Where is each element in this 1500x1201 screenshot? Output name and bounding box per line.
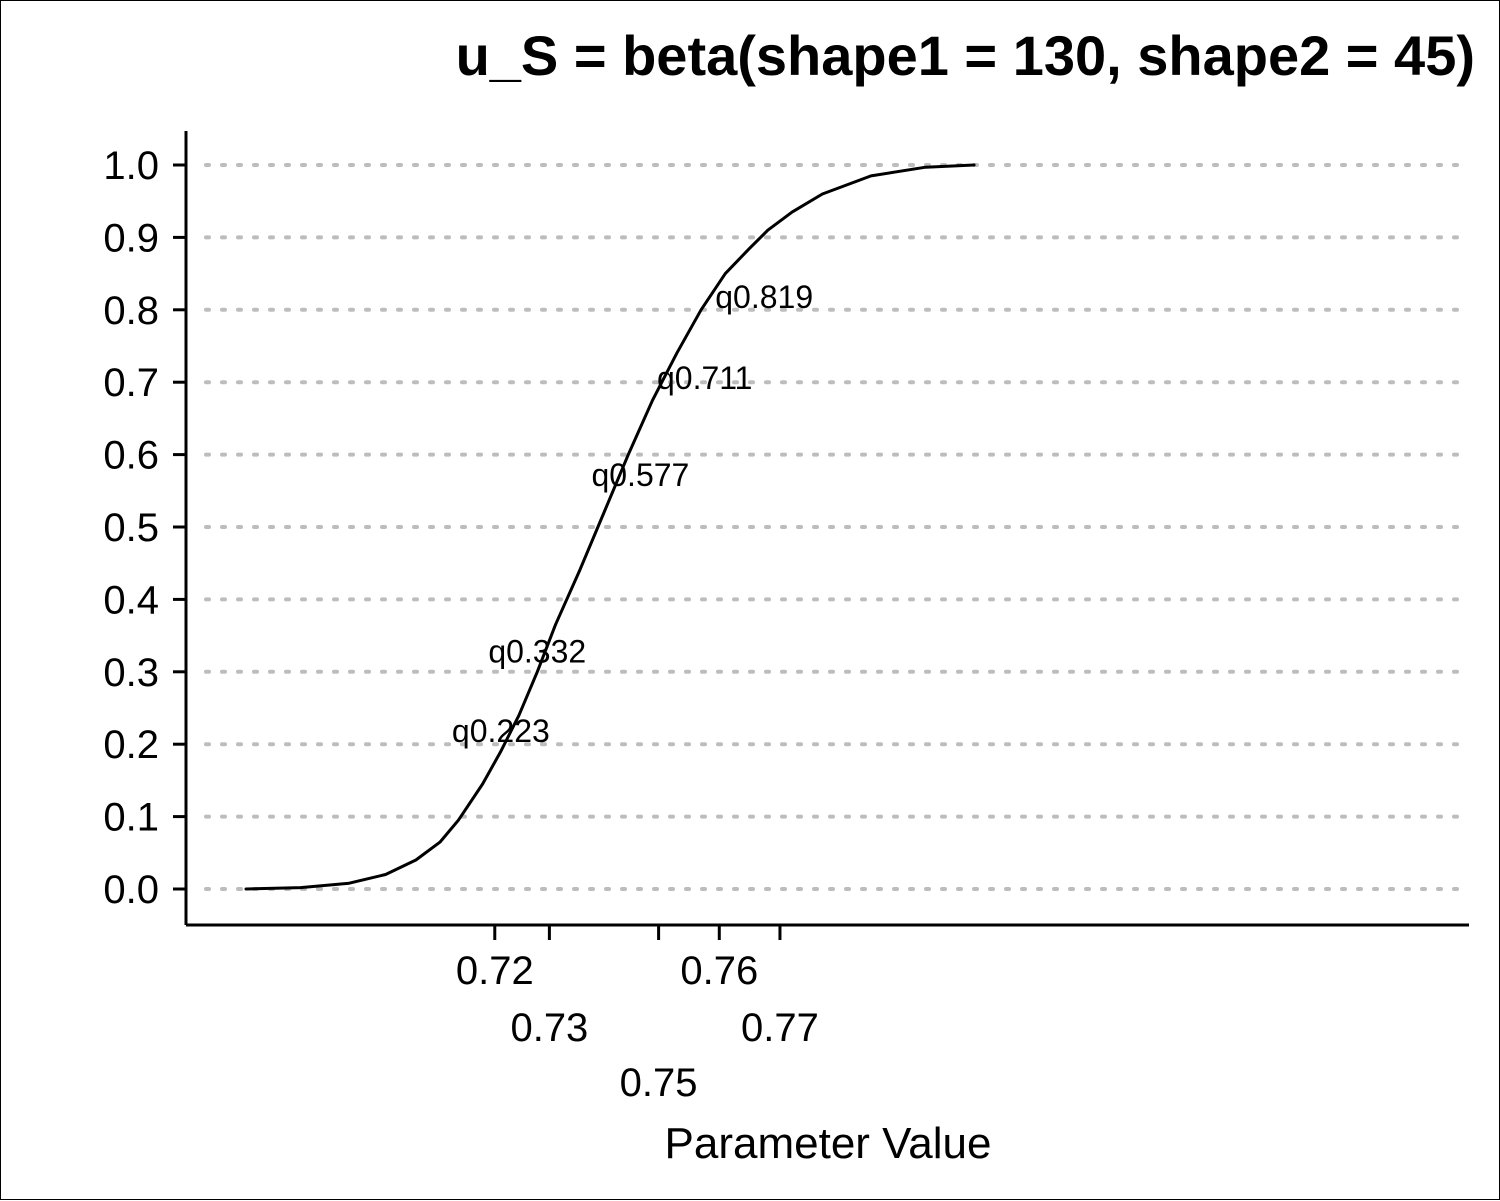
quantile-annotation: q0.577 [591, 457, 689, 493]
quantile-annotation: q0.711 [657, 360, 753, 396]
y-tick-label: 1.0 [103, 144, 159, 188]
quantile-annotation: q0.332 [488, 634, 586, 670]
y-tick-label: 0.3 [103, 651, 159, 695]
x-axis-label: Parameter Value [665, 1119, 992, 1168]
cdf-line [244, 163, 976, 891]
y-tick-label: 0.8 [103, 289, 159, 333]
y-tick-label: 0.2 [103, 723, 159, 767]
chart-title: u_S = beta(shape1 = 130, shape2 = 45) [455, 24, 1475, 87]
x-tick-label: 0.73 [510, 1006, 588, 1050]
quantile-annotation: q0.819 [715, 279, 813, 315]
y-tick-label: 0.7 [103, 361, 159, 405]
y-tick-label: 0.1 [103, 796, 159, 840]
x-tick-label: 0.72 [456, 949, 534, 993]
x-tick-label: 0.75 [620, 1061, 698, 1105]
x-tick-label: 0.76 [680, 949, 758, 993]
y-tick-label: 0.6 [103, 434, 159, 478]
y-tick-label: 0.5 [103, 506, 159, 550]
y-tick-label: 0.0 [103, 868, 159, 912]
x-tick-label: 0.77 [741, 1006, 819, 1050]
quantile-annotation: q0.223 [452, 713, 550, 749]
y-tick-label: 0.9 [103, 216, 159, 260]
y-tick-label: 0.4 [103, 578, 159, 622]
